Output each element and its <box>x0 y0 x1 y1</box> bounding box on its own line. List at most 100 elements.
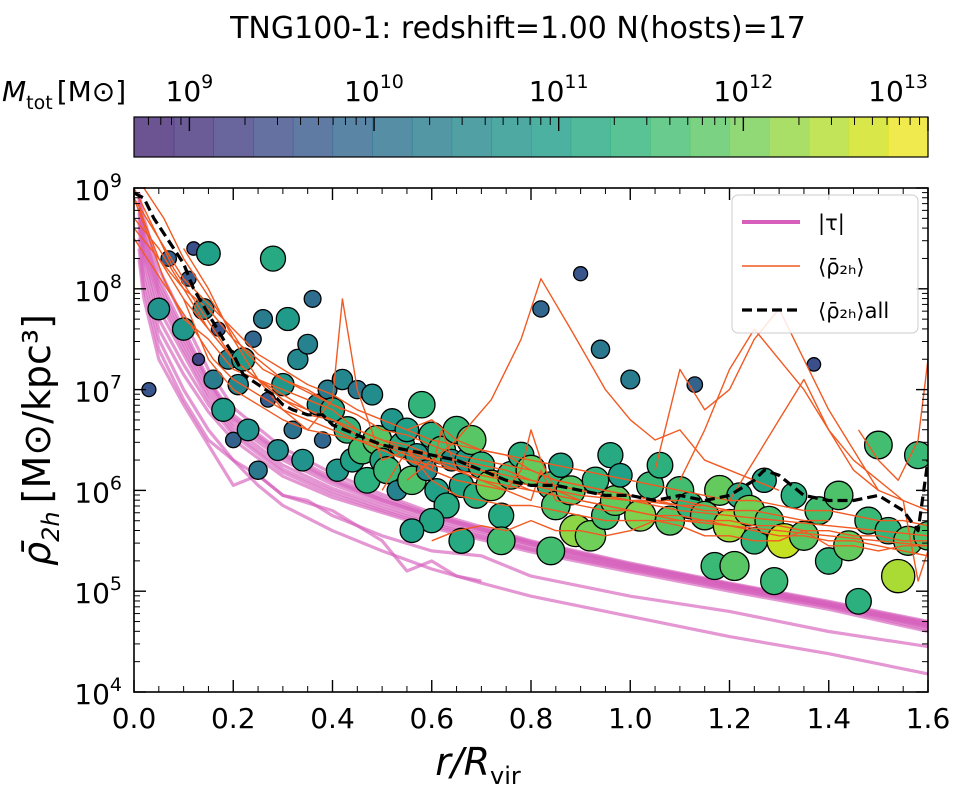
colorbar-segment <box>253 117 294 157</box>
halo-point <box>244 330 262 348</box>
y-tick-base: 10 <box>74 476 110 509</box>
colorbar-tick-exp: 10 <box>380 71 404 93</box>
halo-point <box>880 558 916 594</box>
halo-point <box>291 448 315 472</box>
halo-point <box>248 460 268 480</box>
legend-tau-label: |τ| <box>818 211 845 236</box>
y-axis-label-unit: [M⊙/kpc³] <box>15 314 59 503</box>
colorbar-segment <box>689 117 731 157</box>
colorbar-tick-label: 109 <box>166 71 214 108</box>
halo-point <box>287 348 309 371</box>
colorbar-tick-exp: 13 <box>904 71 928 93</box>
y-tick-base: 10 <box>74 376 110 409</box>
chart-title: TNG100-1: redshift=1.00 N(hosts)=17 <box>229 11 806 46</box>
tau-line <box>137 248 928 649</box>
mean-all-line <box>134 191 928 533</box>
colorbar-segment <box>332 117 373 157</box>
colorbar-segment <box>134 117 175 157</box>
halo-point <box>399 518 425 544</box>
colorbar-segment <box>808 117 850 157</box>
x-tick-label: 0.2 <box>211 702 256 735</box>
y-tick-label: 107 <box>74 372 122 409</box>
colorbar-tick-label: 1012 <box>713 71 773 108</box>
colorbar-segment <box>411 117 453 157</box>
colorbar-segment <box>213 117 254 157</box>
colorbar-tick-base: 10 <box>166 75 202 108</box>
colorbar-tick-base: 10 <box>344 75 380 108</box>
halo-point <box>548 452 574 478</box>
y-tick-exp: 4 <box>110 674 122 696</box>
colorbar-label-unit: [M⊙] <box>57 75 126 108</box>
colorbar-label-sub: tot <box>26 92 53 114</box>
x-tick-label: 0.8 <box>509 702 554 735</box>
tau-line <box>137 258 482 583</box>
colorbar-segment <box>491 117 532 157</box>
colorbar-segment <box>888 117 929 157</box>
legend-mean-all-label: ⟨ρ̄₂ₕ⟩all <box>818 299 889 323</box>
halo-point <box>407 390 436 419</box>
colorbar-tick-exp: 11 <box>564 71 588 93</box>
halo-point <box>572 266 589 282</box>
colorbar-label-main: M <box>2 75 26 108</box>
legend: |τ| ⟨ρ̄₂ₕ⟩ ⟨ρ̄₂ₕ⟩all <box>731 194 919 334</box>
y-tick-label: 108 <box>74 271 122 308</box>
y-tick-base: 10 <box>74 577 110 610</box>
halo-point <box>646 451 674 479</box>
halo-point <box>236 418 260 442</box>
colorbar-segment <box>372 117 413 157</box>
y-tick-exp: 5 <box>110 573 122 595</box>
x-tick-labels: 0.0 0.2 0.4 0.6 0.8 1.0 1.2 1.4 1.6 <box>112 702 951 735</box>
halo-point <box>863 430 893 460</box>
x-tick-label: 0.4 <box>310 702 355 735</box>
colorbar-tick-base: 10 <box>713 75 749 108</box>
mean-density-line <box>728 378 928 582</box>
colorbar <box>133 116 929 158</box>
halo-point <box>211 397 236 422</box>
x-tick-label: 1.0 <box>608 702 653 735</box>
halo-point <box>191 352 206 367</box>
halo-point <box>536 536 566 566</box>
y-tick-exp: 9 <box>110 170 122 192</box>
y-tick-label: 106 <box>74 472 122 509</box>
mean-density-line <box>134 197 928 527</box>
halo-point <box>488 502 515 529</box>
halo-point <box>266 439 289 462</box>
halo-point <box>195 241 221 266</box>
y-tick-exp: 8 <box>110 271 122 293</box>
halo-point <box>620 369 641 390</box>
halo-point <box>372 456 402 485</box>
colorbar-frame <box>133 116 929 158</box>
y-tick-base: 10 <box>74 174 110 207</box>
colorbar-segment <box>531 117 572 157</box>
colorbar-tick-exp: 12 <box>749 71 773 93</box>
tau-line <box>137 223 928 630</box>
mean-density-line <box>134 227 829 522</box>
halo-point <box>361 383 384 406</box>
x-tick-label: 0.0 <box>112 702 157 735</box>
halo-point <box>203 369 224 390</box>
halo-point <box>297 333 319 355</box>
halo-point <box>823 480 854 511</box>
x-tick-label: 1.6 <box>906 702 951 735</box>
y-tick-exp: 6 <box>110 472 122 494</box>
halo-point <box>303 289 322 308</box>
mean-density-line <box>406 419 730 512</box>
x-axis-label-sub: vir <box>490 762 521 790</box>
colorbar-tick-label: 1013 <box>868 71 928 108</box>
halo-point <box>532 300 550 318</box>
mean-density-line <box>406 278 780 492</box>
colorbar-segment <box>769 117 810 157</box>
halo-point <box>331 368 354 391</box>
halo-point <box>719 550 750 582</box>
x-axis-label-main: r/R <box>435 740 490 784</box>
halo-point <box>814 547 843 575</box>
mean-density-line <box>431 519 928 552</box>
halo-point <box>275 306 300 332</box>
halo-point <box>607 462 633 488</box>
y-tick-label: 109 <box>74 170 122 207</box>
mean-density-line <box>857 359 928 481</box>
colorbar-tick-base: 10 <box>529 75 565 108</box>
colorbar-tick-label: 1010 <box>344 71 404 108</box>
colorbar-segment <box>292 117 334 157</box>
mean-density-line <box>381 449 928 547</box>
